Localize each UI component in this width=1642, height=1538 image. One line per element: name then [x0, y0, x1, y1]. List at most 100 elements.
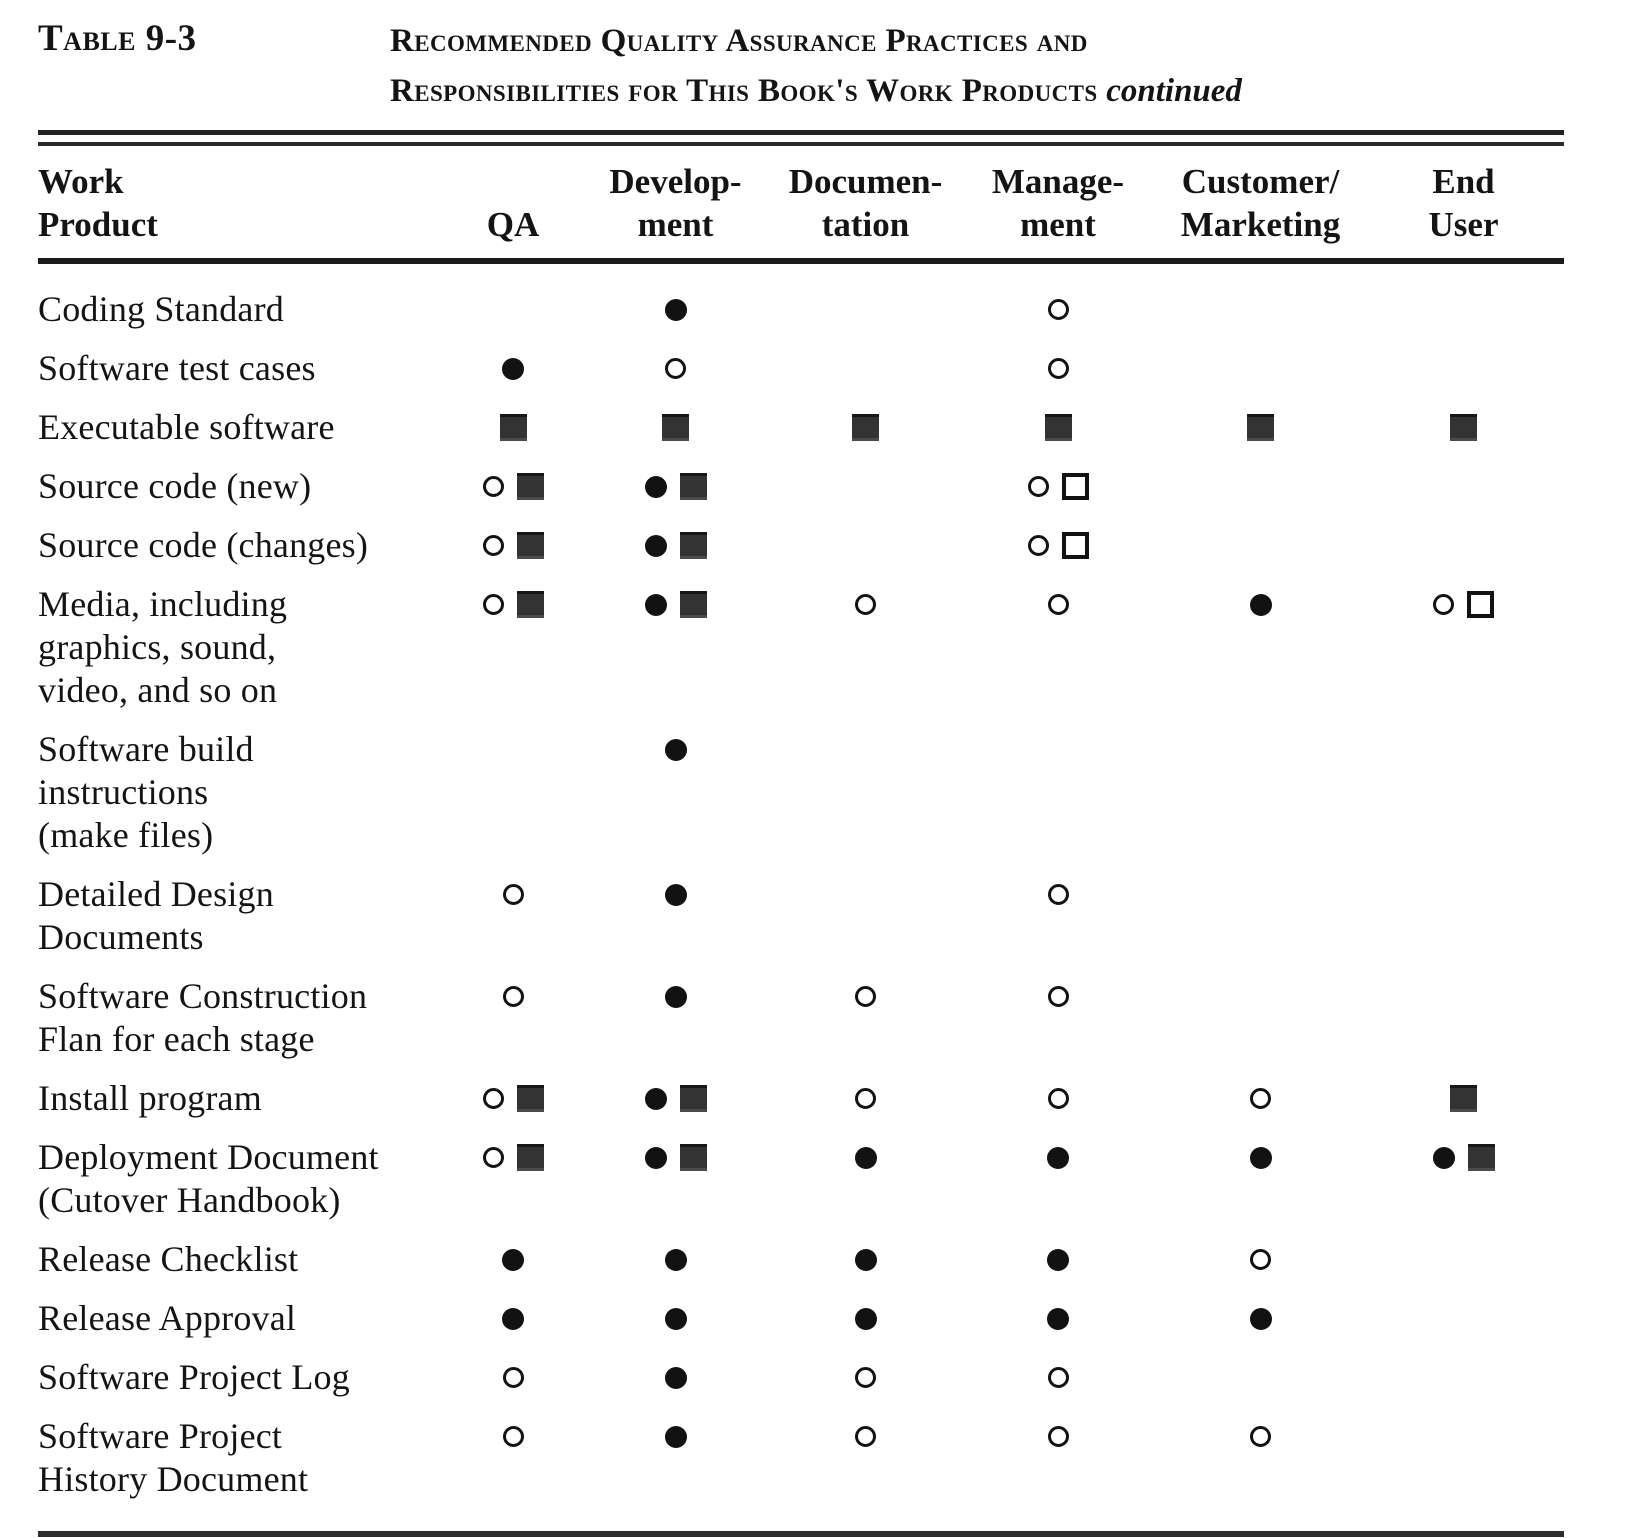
symbol-cell-documentation	[773, 406, 958, 449]
symbol-cell-qa	[448, 347, 578, 390]
symbol-cell-documentation	[773, 1077, 958, 1120]
filled-square-icon	[662, 414, 689, 441]
symbol-cell-end-user	[1363, 583, 1564, 626]
symbol-cell-management	[958, 1136, 1158, 1179]
filled-circle-icon	[664, 985, 687, 1008]
symbol-cell-development	[578, 1297, 773, 1340]
symbol-cell-documentation	[773, 465, 958, 508]
filled-circle-icon	[1432, 1146, 1455, 1169]
filled-circle-icon	[664, 1425, 687, 1448]
open-circle-icon	[1047, 1367, 1069, 1388]
symbol-cell-qa	[448, 728, 578, 771]
table-row: Install program	[38, 1077, 1564, 1120]
symbol-cell-qa	[448, 1238, 578, 1281]
symbol-cell-development	[578, 1136, 773, 1179]
open-circle-icon	[855, 1088, 876, 1109]
symbol-cell-customer-marketing	[1158, 1415, 1363, 1458]
filled-circle-icon	[502, 1307, 524, 1330]
filled-circle-icon	[664, 1366, 687, 1389]
filled-circle-icon	[1047, 1307, 1069, 1330]
symbol-cell-end-user	[1363, 975, 1564, 1018]
symbol-cell-qa	[448, 1077, 578, 1120]
symbol-cell-end-user	[1363, 406, 1564, 449]
work-product-label: Software build instructions (make files)	[38, 729, 254, 855]
open-square-icon	[1467, 591, 1494, 618]
symbol-cell-management	[958, 1356, 1158, 1399]
open-circle-icon	[1250, 1249, 1271, 1270]
table-row: Coding Standard	[38, 288, 1564, 331]
filled-circle-icon	[502, 357, 524, 380]
symbol-cell-end-user	[1363, 1415, 1564, 1458]
symbol-cell-customer-marketing	[1158, 465, 1363, 508]
open-circle-icon	[482, 535, 504, 556]
open-circle-icon	[1047, 358, 1069, 379]
filled-square-icon	[516, 591, 544, 618]
symbol-cell-development	[578, 583, 773, 626]
filled-square-icon	[1450, 414, 1477, 441]
open-circle-icon	[1047, 299, 1069, 320]
top-double-rule	[38, 130, 1564, 146]
column-header-development: Develop- ment	[609, 162, 742, 244]
symbol-cell-end-user	[1363, 465, 1564, 508]
filled-square-icon	[516, 473, 544, 500]
symbol-cell-documentation	[773, 1136, 958, 1179]
symbol-cell-development	[578, 975, 773, 1018]
filled-square-icon	[1450, 1085, 1477, 1112]
work-product-label: Software Project History Document	[38, 1416, 309, 1499]
symbol-cell-end-user	[1363, 288, 1564, 331]
filled-square-icon	[499, 414, 527, 441]
open-circle-icon	[1047, 1088, 1069, 1109]
open-circle-icon	[1250, 1088, 1271, 1109]
symbol-cell-end-user	[1363, 1136, 1564, 1179]
table-title: Recommended Quality Assurance Practices …	[390, 16, 1242, 116]
open-circle-icon	[1047, 594, 1069, 615]
symbol-cell-end-user	[1363, 1077, 1564, 1120]
open-circle-icon	[482, 1147, 504, 1168]
symbol-cell-management	[958, 524, 1158, 567]
symbol-cell-end-user	[1363, 1238, 1564, 1281]
open-circle-icon	[502, 884, 524, 905]
symbol-cell-documentation	[773, 1415, 958, 1458]
symbol-cell-management	[958, 288, 1158, 331]
open-circle-icon	[1433, 594, 1454, 615]
filled-square-icon	[679, 591, 707, 618]
symbol-cell-management	[958, 975, 1158, 1018]
symbol-cell-qa	[448, 1136, 578, 1179]
filled-circle-icon	[854, 1307, 877, 1330]
symbol-cell-management	[958, 1415, 1158, 1458]
symbol-cell-documentation	[773, 347, 958, 390]
work-product-label: Coding Standard	[38, 289, 284, 329]
work-product-label: Deployment Document (Cutover Handbook)	[38, 1137, 379, 1220]
filled-square-icon	[1247, 414, 1274, 441]
work-product-label: Software Construction Flan for each stag…	[38, 976, 368, 1059]
symbol-cell-management	[958, 873, 1158, 916]
bottom-rule	[38, 1531, 1564, 1537]
column-header-documentation: Documen- tation	[788, 162, 943, 244]
work-product-label: Install program	[38, 1078, 262, 1118]
symbol-cell-management	[958, 465, 1158, 508]
symbol-cell-management	[958, 1077, 1158, 1120]
open-circle-icon	[855, 594, 876, 615]
open-circle-icon	[1047, 884, 1069, 905]
symbol-cell-end-user	[1363, 347, 1564, 390]
filled-square-icon	[679, 532, 707, 559]
symbol-cell-development	[578, 1415, 773, 1458]
filled-square-icon	[1044, 414, 1072, 441]
symbol-cell-development	[578, 406, 773, 449]
filled-circle-icon	[644, 1146, 667, 1169]
symbol-cell-customer-marketing	[1158, 1136, 1363, 1179]
symbol-cell-development	[578, 524, 773, 567]
symbol-cell-customer-marketing	[1158, 1238, 1363, 1281]
open-circle-icon	[502, 986, 524, 1007]
symbol-cell-development	[578, 1238, 773, 1281]
symbol-cell-qa	[448, 975, 578, 1018]
symbol-cell-end-user	[1363, 524, 1564, 567]
filled-square-icon	[516, 532, 544, 559]
symbol-cell-customer-marketing	[1158, 1297, 1363, 1340]
symbol-cell-customer-marketing	[1158, 1356, 1363, 1399]
symbol-cell-documentation	[773, 1238, 958, 1281]
open-circle-icon	[482, 594, 504, 615]
symbol-cell-management	[958, 347, 1158, 390]
symbol-cell-management	[958, 1297, 1158, 1340]
filled-square-icon	[1467, 1144, 1495, 1171]
